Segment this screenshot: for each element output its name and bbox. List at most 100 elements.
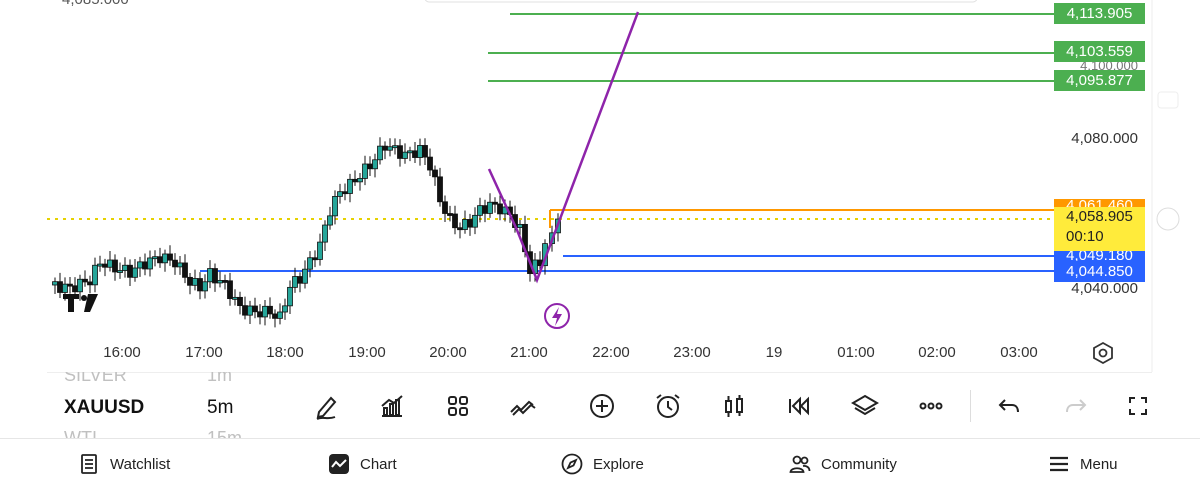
undo-icon[interactable] xyxy=(993,390,1025,422)
candle-body xyxy=(207,268,213,283)
candle-body xyxy=(192,278,198,286)
layouts-icon[interactable] xyxy=(442,390,474,422)
symbol-next[interactable]: WTI 15m xyxy=(64,428,242,438)
chart-area[interactable]: 4,085.000 4,080.000 4,040.000 4,100.000 … xyxy=(0,0,1200,372)
layers-icon[interactable] xyxy=(849,390,881,422)
candle-body xyxy=(462,219,468,230)
candle-body xyxy=(142,261,148,270)
candle-body xyxy=(452,213,458,229)
time-axis-label: 02:00 xyxy=(918,344,956,361)
time-axis-label: 21:00 xyxy=(510,344,548,361)
redo-icon[interactable] xyxy=(1060,390,1092,422)
top-popup-edge xyxy=(424,0,978,3)
level-tag[interactable]: 4,095.877 xyxy=(1054,70,1145,91)
toolbar-separator xyxy=(970,390,971,422)
candle-body xyxy=(72,285,78,293)
time-axis-label: 03:00 xyxy=(1000,344,1038,361)
settings-gear-icon[interactable] xyxy=(1093,341,1113,365)
candle-body xyxy=(92,264,98,286)
indicators-icon[interactable] xyxy=(376,390,408,422)
candle-body xyxy=(432,169,438,178)
nav-menu[interactable]: Menu xyxy=(1048,439,1118,489)
candle-body xyxy=(332,196,338,217)
time-axis-label: 19:00 xyxy=(348,344,386,361)
symbol-name: SILVER xyxy=(64,372,127,385)
candle-body xyxy=(102,263,108,268)
time-axis-label: 01:00 xyxy=(837,344,875,361)
candle-body xyxy=(262,305,268,318)
candle-body xyxy=(377,145,383,161)
candle-body xyxy=(457,227,463,231)
candle-body xyxy=(357,178,363,183)
candle-body xyxy=(167,253,173,261)
candle-body xyxy=(352,178,358,183)
replay-icon[interactable] xyxy=(783,390,815,422)
nav-community[interactable]: Community xyxy=(789,439,897,489)
symbol-interval: 15m xyxy=(207,428,243,438)
candle-body xyxy=(482,205,488,214)
candle-body xyxy=(412,150,418,158)
candle-body xyxy=(422,145,428,158)
candle-body xyxy=(517,223,523,228)
drawing-tools-icon[interactable] xyxy=(507,390,539,422)
candle-body xyxy=(172,259,178,268)
candle-body xyxy=(97,263,103,267)
candle-body xyxy=(247,305,253,316)
level-tag[interactable]: 4,113.905 xyxy=(1054,3,1145,24)
level-tag[interactable]: 4,044.850 xyxy=(1054,261,1145,282)
bottom-nav: Watchlist Chart Explore Community Menu xyxy=(0,438,1200,489)
candle-body xyxy=(467,219,473,228)
candle-body xyxy=(157,256,163,264)
symbol-picker[interactable]: SILVER 1m XAUUSD 5m WTI 15m xyxy=(0,372,260,438)
candle-body xyxy=(137,261,143,269)
chart-canvas[interactable] xyxy=(0,0,1200,372)
candle-body xyxy=(447,213,453,216)
price-axis-label: 4,080.000 xyxy=(1071,130,1138,147)
level-tag[interactable]: 4,049.180 xyxy=(1054,251,1145,262)
community-icon xyxy=(789,455,811,473)
time-axis-label: 20:00 xyxy=(429,344,467,361)
symbol-current[interactable]: XAUUSD 5m xyxy=(64,397,233,419)
candle-body xyxy=(187,276,193,286)
candle-body xyxy=(392,145,398,149)
symbol-interval: 5m xyxy=(207,397,234,418)
time-axis-label: 18:00 xyxy=(266,344,304,361)
candle-body xyxy=(302,268,308,284)
time-axis-label: 19 xyxy=(765,344,783,361)
time-axis-label: 23:00 xyxy=(673,344,711,361)
candle-type-icon[interactable] xyxy=(718,390,750,422)
symbol-prev[interactable]: SILVER 1m xyxy=(64,372,232,386)
crosshair-handle xyxy=(1156,207,1180,231)
candle-body xyxy=(282,305,288,313)
nav-menu-label: Menu xyxy=(1080,455,1118,473)
nav-chart-label: Chart xyxy=(360,455,397,473)
candle-body xyxy=(132,267,138,278)
price-axis-label: 4,040.000 xyxy=(1071,280,1138,297)
candle-body xyxy=(112,259,118,273)
candle-body xyxy=(122,264,128,271)
candle-body xyxy=(77,278,83,293)
more-icon[interactable] xyxy=(915,390,947,422)
current-price-value: 4,058.905 xyxy=(1066,208,1133,225)
candle-body xyxy=(437,176,443,203)
watchlist-icon xyxy=(81,454,97,474)
nav-chart[interactable]: Chart xyxy=(328,439,397,489)
candle-body xyxy=(62,283,68,293)
pen-icon[interactable] xyxy=(311,390,343,422)
chart-icon xyxy=(329,454,349,474)
fullscreen-icon[interactable] xyxy=(1122,390,1154,422)
flash-icon[interactable] xyxy=(544,303,570,329)
level-tag[interactable]: 4,103.559 xyxy=(1054,41,1145,62)
toolbar-divider xyxy=(47,372,1152,373)
nav-explore[interactable]: Explore xyxy=(561,439,644,489)
nav-watchlist-label: Watchlist xyxy=(110,455,171,473)
alarm-icon[interactable] xyxy=(652,390,684,422)
symbol-name: XAUUSD xyxy=(64,397,145,418)
add-icon[interactable] xyxy=(586,390,618,422)
candle-body xyxy=(197,278,203,292)
candle-body xyxy=(217,280,223,284)
candle-body xyxy=(402,151,408,159)
candle-body xyxy=(227,280,233,300)
nav-watchlist[interactable]: Watchlist xyxy=(78,439,170,489)
candle-body xyxy=(202,281,208,292)
